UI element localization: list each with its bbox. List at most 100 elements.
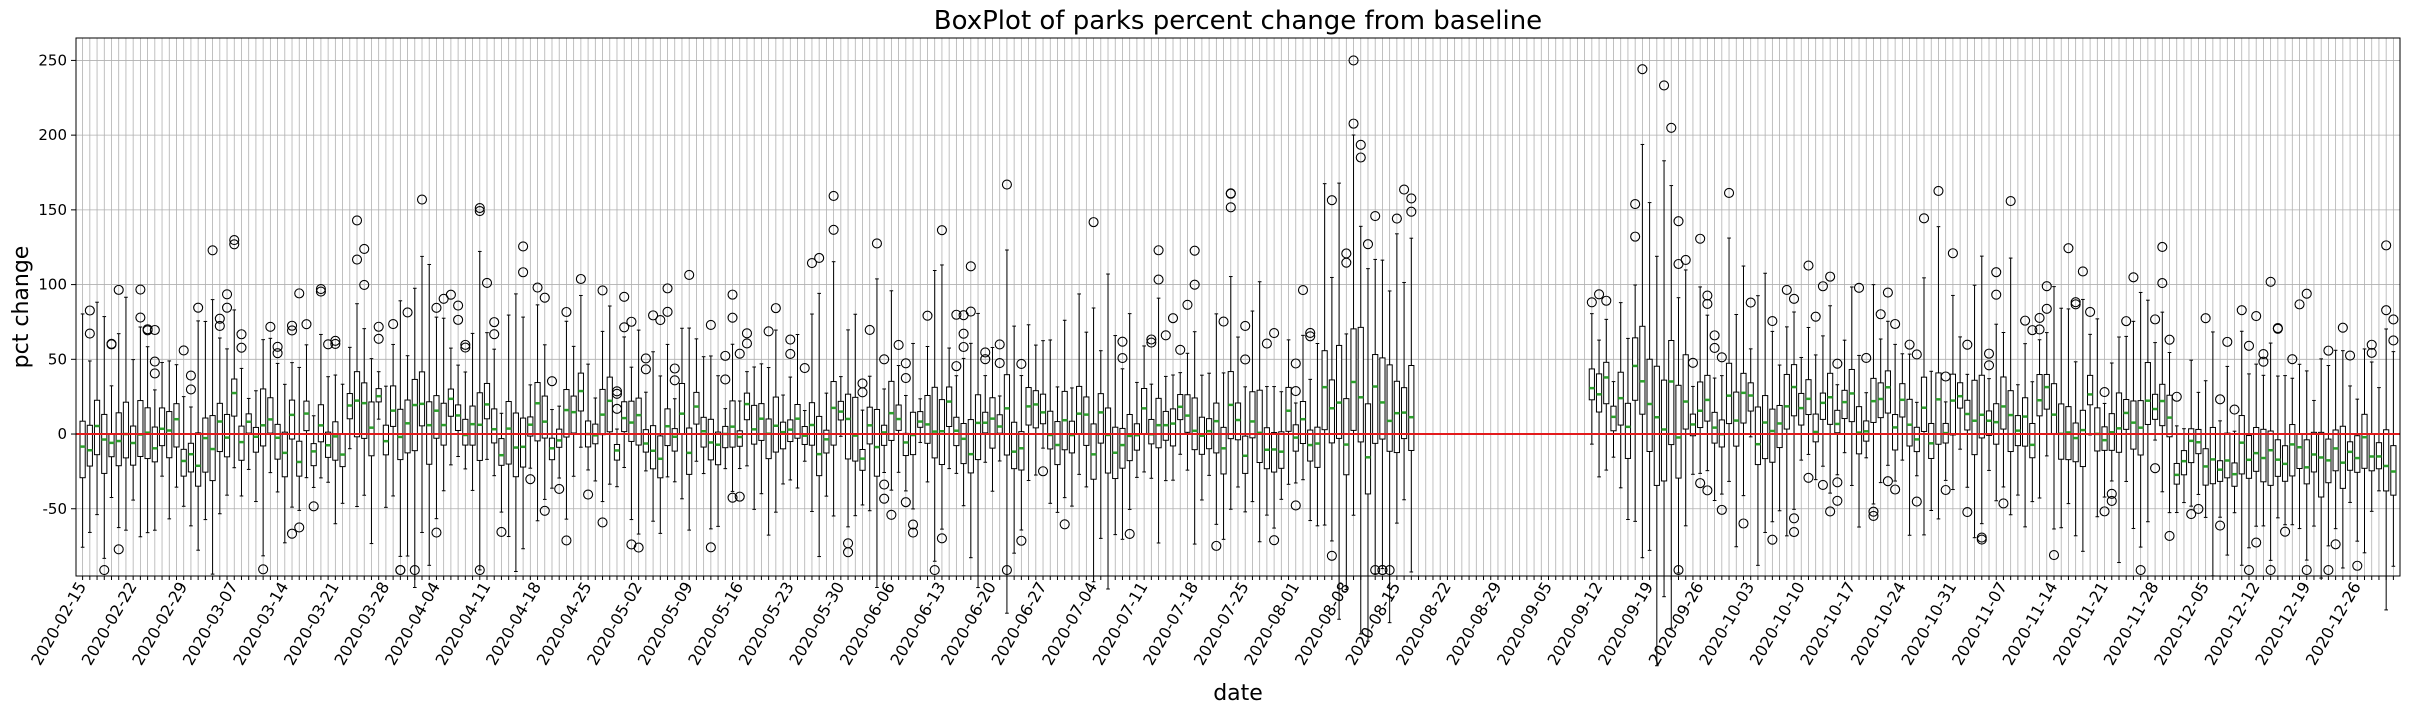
box-iqr bbox=[260, 388, 267, 447]
box-iqr bbox=[541, 395, 548, 439]
outlier-point bbox=[1817, 479, 1828, 490]
box-iqr bbox=[2274, 439, 2281, 477]
outlier-point bbox=[814, 252, 825, 264]
box-2020-10-22 bbox=[1882, 287, 1893, 487]
outlier-point bbox=[2034, 312, 2045, 324]
outlier-point bbox=[720, 374, 731, 385]
box-2020-10-04 bbox=[1754, 295, 1762, 566]
outlier-point bbox=[1225, 202, 1236, 213]
box-iqr bbox=[714, 431, 722, 466]
box-2020-12-17 bbox=[2287, 354, 2298, 526]
box-iqr bbox=[180, 448, 187, 477]
outlier-point bbox=[1305, 327, 1316, 339]
outlier-point bbox=[1788, 293, 1800, 304]
box-iqr bbox=[1314, 426, 1321, 468]
box-2020-05-02 bbox=[633, 329, 644, 553]
box-iqr bbox=[1335, 344, 1343, 439]
box-2020-05-01 bbox=[626, 316, 637, 550]
outlier-point bbox=[843, 538, 854, 549]
outlier-point bbox=[1991, 289, 2002, 300]
box-2020-11-28 bbox=[2150, 314, 2161, 474]
outlier-point bbox=[2121, 316, 2132, 327]
outlier-point bbox=[2323, 564, 2334, 576]
outlier-point bbox=[2157, 278, 2168, 289]
box-iqr bbox=[1762, 395, 1769, 460]
box-2020-10-10 bbox=[1798, 356, 1805, 461]
y-tick-label: -50 bbox=[43, 500, 68, 518]
box-iqr bbox=[2245, 435, 2253, 479]
box-2020-04-14 bbox=[505, 314, 512, 538]
box-iqr bbox=[2216, 460, 2224, 482]
box-iqr bbox=[621, 401, 628, 433]
outlier-point bbox=[2041, 303, 2052, 314]
outlier-point bbox=[619, 322, 630, 333]
outlier-point bbox=[286, 320, 298, 331]
box-iqr bbox=[1769, 408, 1776, 463]
box-iqr bbox=[556, 428, 563, 448]
outlier-point bbox=[886, 509, 897, 520]
box-2020-12-27 bbox=[2361, 348, 2368, 554]
outlier-point bbox=[460, 339, 471, 350]
box-iqr bbox=[187, 442, 195, 473]
outlier-point bbox=[258, 564, 269, 575]
box-iqr bbox=[1697, 381, 1704, 429]
box-2020-06-20 bbox=[989, 346, 996, 492]
box-iqr bbox=[158, 407, 166, 447]
box-iqr bbox=[361, 382, 368, 439]
outlier-point bbox=[315, 286, 326, 297]
box-iqr bbox=[693, 391, 700, 425]
outlier-point bbox=[785, 348, 796, 359]
box-2020-12-02 bbox=[2180, 428, 2188, 504]
outlier-point bbox=[1290, 500, 1301, 511]
box-iqr bbox=[1949, 373, 1956, 436]
box-iqr bbox=[1097, 393, 1104, 444]
outlier-point bbox=[965, 261, 976, 272]
box-iqr bbox=[2036, 374, 2043, 417]
box-iqr bbox=[1271, 432, 1278, 473]
outlier-point bbox=[135, 284, 146, 295]
outlier-point bbox=[720, 350, 731, 361]
box-iqr bbox=[1834, 409, 1841, 434]
outlier-point bbox=[236, 342, 247, 353]
outlier-point bbox=[539, 292, 550, 303]
box-2020-07-19 bbox=[1198, 374, 1205, 501]
box-2020-07-01 bbox=[1068, 387, 1076, 507]
outlier-point bbox=[1825, 506, 1836, 517]
box-2020-12-13 bbox=[2258, 349, 2269, 527]
outlier-point bbox=[785, 334, 796, 345]
outlier-point bbox=[1998, 498, 2009, 509]
box-2020-02-26 bbox=[158, 362, 166, 477]
box-iqr bbox=[974, 394, 982, 461]
outlier-point bbox=[1182, 299, 1193, 310]
box-2020-09-16 bbox=[1624, 337, 1632, 520]
box-2020-11-09 bbox=[2014, 384, 2021, 496]
outlier-point bbox=[1976, 534, 1987, 545]
outlier-point bbox=[1832, 495, 1843, 506]
box-2020-12-18 bbox=[2294, 299, 2305, 530]
outlier-point bbox=[1687, 357, 1698, 368]
box-iqr bbox=[498, 438, 505, 466]
outlier-point bbox=[1933, 185, 1944, 196]
outlier-point bbox=[351, 254, 363, 265]
outlier-point bbox=[727, 289, 738, 300]
outlier-point bbox=[1630, 231, 1641, 242]
box-iqr bbox=[989, 397, 996, 449]
box-2020-07-10 bbox=[1133, 381, 1141, 478]
box-iqr bbox=[1133, 423, 1141, 451]
outlier-point bbox=[1637, 64, 1648, 75]
box-iqr bbox=[1263, 427, 1270, 470]
box-2020-04-19 bbox=[539, 292, 550, 516]
box-iqr bbox=[1776, 404, 1783, 449]
box-iqr bbox=[2332, 429, 2339, 472]
box-iqr bbox=[1126, 413, 1133, 462]
box-2020-11-05 bbox=[1983, 348, 1995, 471]
box-2020-04-21 bbox=[554, 405, 565, 494]
outlier-point bbox=[1983, 360, 1995, 371]
box-2020-12-07 bbox=[2215, 394, 2226, 531]
outlier-point bbox=[1146, 334, 1157, 345]
box-iqr bbox=[2310, 431, 2318, 473]
box-iqr bbox=[1299, 401, 1307, 445]
box-iqr bbox=[512, 412, 519, 478]
box-2020-10-24 bbox=[1899, 353, 1906, 461]
box-iqr bbox=[2296, 433, 2303, 469]
